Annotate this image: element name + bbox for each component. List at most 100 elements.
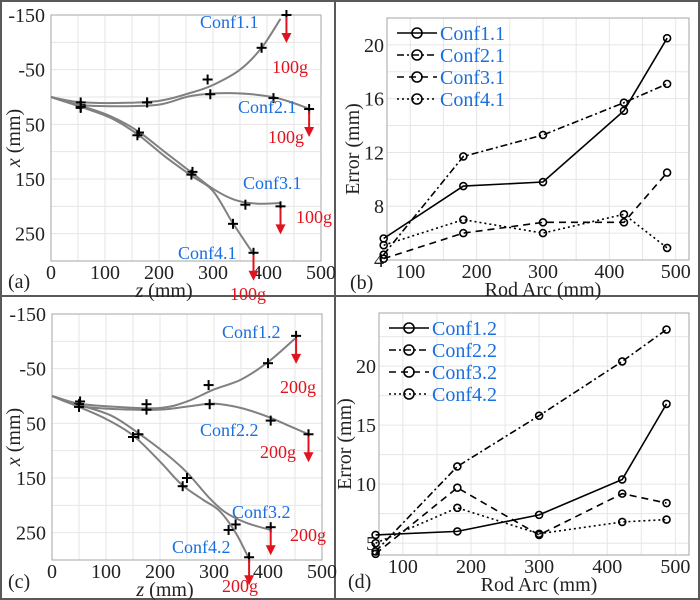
error-data-point [379,254,388,263]
y-tick-label: 50 [25,114,45,136]
x-tick-label: 100 [395,261,425,283]
load-arrow-head-icon [304,127,315,138]
error-data-point [459,215,468,224]
y-tick-label: -50 [18,60,45,82]
panel-label: (b) [350,272,373,294]
error-data-point [534,529,544,539]
x-tick-label: 100 [388,556,418,578]
load-arrow-head-icon [248,270,259,281]
legend-entry-label: Conf2.2 [432,340,497,362]
y-tick-label: 50 [26,413,46,435]
rod-shape-curve-Conf1-1 [50,18,282,105]
y-axis-variable: x [3,457,25,467]
error-data-point [371,530,380,540]
y-axis-label: Error (mm) [342,103,364,195]
x-tick-label: 500 [660,556,690,578]
y-tick-label: 150 [15,169,45,191]
legend-entry-label: Conf1.2 [432,318,497,340]
axes-outline [386,17,690,261]
rod-shape-curve-Conf2-2 [51,395,309,436]
error-series-line-Conf4-1 [383,213,668,249]
panel-b-error-plot: 100 200 300 400 500 4 8 12 16 20 Rod Arc (mm) Error… [342,17,691,301]
configuration-label: Conf1.2 [222,322,281,342]
error-data-point [662,243,672,253]
y-tick-label: 20 [356,356,376,378]
x-axis-unit: (mm) [143,280,192,302]
error-data-point [453,483,462,493]
x-tick-label: 0 [47,561,57,583]
x-tick-label: 100 [91,561,121,583]
y-tick-label: 12 [364,142,384,164]
x-tick-label: 200 [145,561,175,583]
x-tick-label: 500 [306,262,336,284]
x-axis-label: z (mm) [134,280,192,302]
x-axis-label: Rod Arc (mm) [485,279,602,301]
load-arrow-head-icon [281,33,292,43]
y-tick-label: 10 [356,474,376,496]
error-data-point [459,152,468,161]
configuration-label: Conf3.2 [232,502,291,522]
error-data-point [459,181,468,191]
error-data-point [662,33,672,43]
rod-shape-curve-Conf4-2 [51,395,250,560]
x-tick-label: 400 [253,561,283,583]
error-data-point [538,177,548,187]
legend-entry-label: Conf1.1 [440,23,505,45]
legend-marker-sample [403,388,415,400]
error-data-point [538,218,548,227]
legend-marker-sample [403,344,415,356]
x-axis-variable: z [134,280,143,302]
configuration-label: Conf4.2 [172,537,231,557]
load-weight-label: 100g [272,57,308,77]
error-data-point [662,498,671,508]
legend-marker-sample [403,366,415,378]
x-tick-label: 0 [46,262,56,284]
configuration-label: Conf3.1 [243,173,302,193]
error-data-point [534,510,544,520]
error-data-point [619,106,629,116]
x-tick-label: 300 [198,262,228,284]
y-tick-label: 150 [16,468,46,490]
configuration-label: Conf2.1 [238,97,297,117]
legend-entry-label: Conf3.2 [432,362,497,384]
y-axis-variable: x [3,158,25,168]
error-data-point [619,98,629,107]
error-data-point [617,357,627,366]
y-tick-label: 8 [374,196,384,218]
configuration-label: Conf1.1 [200,12,259,32]
error-data-point [371,549,380,559]
legend-marker-sample [411,93,423,105]
error-data-point [538,228,548,238]
panel-label: (d) [348,571,371,593]
load-weight-label: 200g [280,377,316,397]
x-tick-label: 300 [528,261,558,283]
error-series-line-Conf1-2 [375,403,668,536]
axes-outline [378,312,690,556]
load-weight-label: 200g [290,525,326,545]
error-data-point [662,399,671,409]
error-data-point [662,168,672,177]
error-series-line-Conf2-1 [383,83,668,256]
error-series-line-Conf1-1 [383,37,668,240]
y-tick-label: 4 [374,250,384,272]
configuration-label: Conf2.2 [200,420,259,440]
error-data-point [662,79,672,89]
y-tick-label: 16 [364,89,384,111]
rod-shape-curve-Conf1-2 [51,337,296,410]
error-data-point [379,240,388,250]
error-data-point [534,411,544,421]
error-data-point [459,228,468,238]
rod-shape-curve-Conf4-1 [50,96,253,253]
x-tick-label: 400 [252,262,282,284]
x-tick-label: 300 [199,561,229,583]
panel-label: (c) [8,571,30,593]
legend-marker-sample [411,27,423,39]
error-data-point [619,209,629,219]
x-tick-label: 500 [661,261,691,283]
error-data-point [662,515,671,524]
axes-outline [50,14,322,262]
